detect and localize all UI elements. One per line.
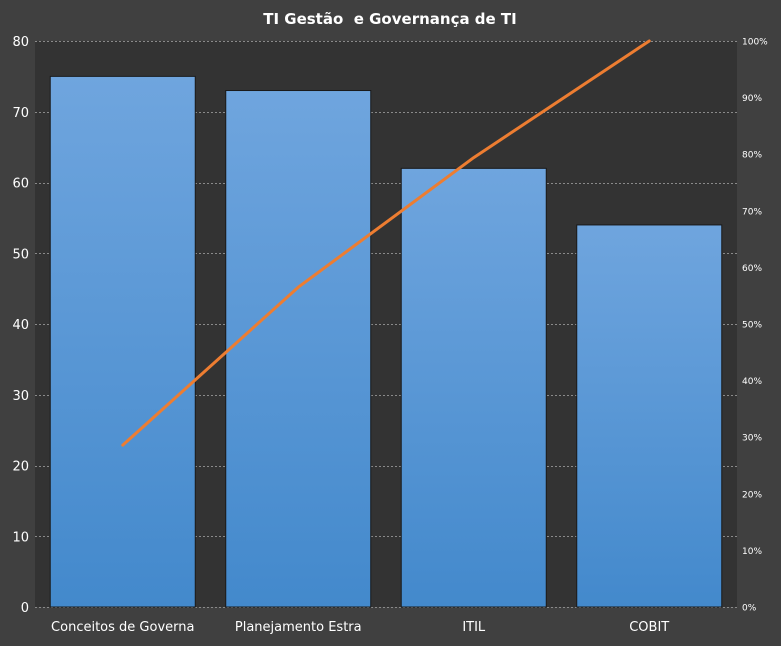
x-tick-label: Conceitos de Governa [51, 620, 194, 635]
y2-tick-label: 80% [742, 151, 762, 161]
y2-tick-label: 60% [742, 264, 762, 274]
y2-tick-label: 10% [742, 547, 762, 557]
y-tick-label: 40 [12, 318, 29, 333]
chart-title: TI Gestão e Governança de TI [263, 10, 517, 28]
y2-tick-label: 70% [742, 207, 762, 217]
y2-tick-label: 20% [742, 490, 762, 500]
bar [226, 91, 371, 607]
y-tick-label: 10 [12, 530, 29, 545]
y2-tick-label: 50% [742, 321, 762, 331]
y-tick-label: 70 [12, 106, 29, 121]
y2-tick-label: 100% [742, 38, 768, 48]
y-tick-label: 80 [12, 35, 29, 50]
bar [401, 168, 546, 607]
bar [577, 225, 722, 607]
bar [50, 76, 195, 607]
y2-tick-label: 40% [742, 377, 762, 387]
x-tick-label: ITIL [462, 620, 486, 635]
x-tick-label: Planejamento Estra [235, 620, 362, 635]
y-tick-label: 0 [21, 601, 29, 616]
y-tick-label: 20 [12, 460, 29, 475]
y2-tick-label: 0% [742, 604, 757, 614]
y-tick-label: 50 [12, 247, 29, 262]
y2-tick-label: 30% [742, 434, 762, 444]
y-tick-label: 60 [12, 177, 29, 192]
y-tick-label: 30 [12, 389, 29, 404]
x-tick-label: COBIT [629, 620, 669, 635]
y2-tick-label: 90% [742, 94, 762, 104]
